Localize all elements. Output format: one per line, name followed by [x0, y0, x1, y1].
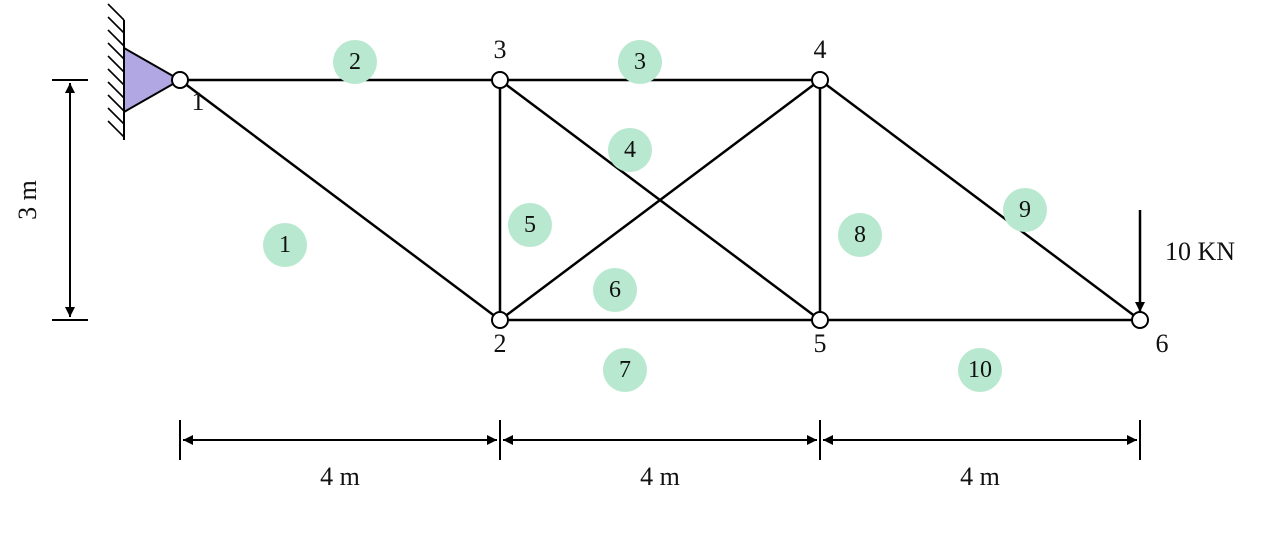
- node-1: [172, 72, 188, 88]
- dimension-horizontal-label-1: 4 m: [320, 462, 360, 491]
- dimension-horizontal-label-3: 4 m: [960, 462, 1000, 491]
- node-label-5: 5: [814, 329, 827, 358]
- load-label: 10 KN: [1165, 237, 1235, 266]
- member-badge-label-4: 4: [624, 137, 636, 163]
- node-5: [812, 312, 828, 328]
- node-3: [492, 72, 508, 88]
- member-badge-label-5: 5: [524, 212, 536, 238]
- dimension-vertical: 3 m: [13, 80, 88, 320]
- member-badge-label-7: 7: [619, 357, 631, 383]
- node-label-2: 2: [494, 329, 507, 358]
- member-badge-label-8: 8: [854, 222, 866, 248]
- load-force: 10 KN: [1140, 210, 1235, 312]
- member-badge-label-10: 10: [968, 357, 992, 383]
- dimension-horizontal-label-2: 4 m: [640, 462, 680, 491]
- member-1: [180, 80, 500, 320]
- member-9: [820, 80, 1140, 320]
- node-label-6: 6: [1156, 329, 1169, 358]
- members: [180, 80, 1140, 320]
- node-6: [1132, 312, 1148, 328]
- node-label-3: 3: [494, 35, 507, 64]
- support-pinned: [108, 4, 180, 140]
- dimension-horizontal: 4 m 4 m 4 m: [180, 420, 1140, 491]
- member-badge-label-6: 6: [609, 277, 621, 303]
- node-4: [812, 72, 828, 88]
- member-badge-label-9: 9: [1019, 197, 1031, 223]
- member-badge-label-2: 2: [349, 49, 361, 75]
- member-badges: 1 2 3 4 5 6 7 8 9 10: [263, 40, 1047, 392]
- node-label-4: 4: [814, 35, 827, 64]
- member-badge-label-1: 1: [279, 232, 291, 258]
- node-2: [492, 312, 508, 328]
- node-label-1: 1: [192, 87, 205, 116]
- dimension-vertical-label: 3 m: [13, 180, 42, 220]
- truss-diagram: 1 2 3 4 5 6 7 8 9 10 1 3 4 2 5 6 10 KN 3 m 4 m 4 m 4 m: [0, 0, 1280, 544]
- member-badge-label-3: 3: [634, 49, 646, 75]
